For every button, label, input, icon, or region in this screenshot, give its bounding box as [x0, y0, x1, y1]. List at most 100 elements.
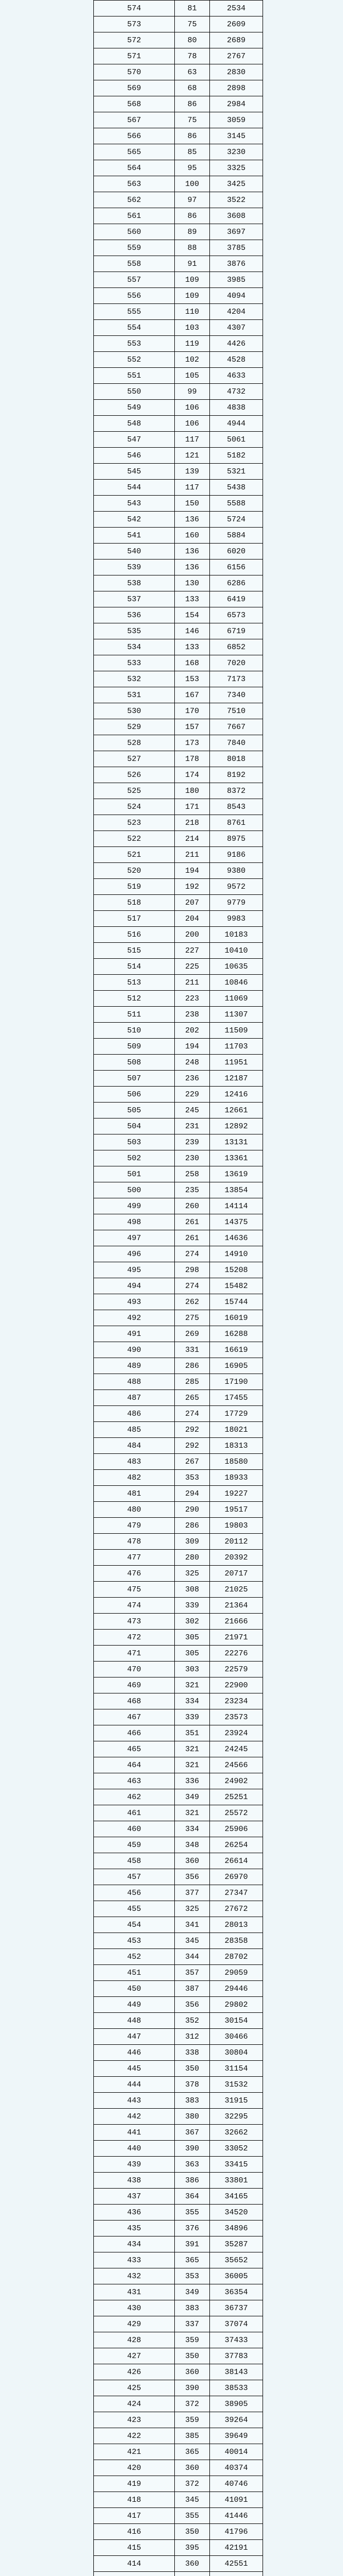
score-cell: 466 [93, 1725, 175, 1741]
score-cell: 514 [93, 958, 175, 975]
table-row: 414 360 42551 [93, 2555, 263, 2572]
table-row: 537 133 6419 [93, 591, 263, 607]
count-cell: 290 [174, 1501, 210, 1518]
score-cell: 550 [93, 383, 175, 400]
score-cell: 500 [93, 1182, 175, 1198]
cumulative-cell: 14636 [209, 1230, 263, 1246]
count-cell: 274 [174, 1278, 210, 1294]
table-row: 548 106 4944 [93, 415, 263, 432]
score-cell: 556 [93, 287, 175, 304]
score-cell: 469 [93, 1677, 175, 1693]
cumulative-cell: 33801 [209, 2172, 263, 2189]
cumulative-cell: 8761 [209, 815, 263, 831]
table-row: 463 336 24902 [93, 1773, 263, 1789]
cumulative-cell: 27672 [209, 1901, 263, 1917]
cumulative-cell: 3608 [209, 208, 263, 224]
count-cell: 302 [174, 1613, 210, 1630]
table-row: 478 309 20112 [93, 1533, 263, 1550]
score-cell: 449 [93, 1996, 175, 2013]
cumulative-cell: 18021 [209, 1421, 263, 1438]
score-cell: 540 [93, 543, 175, 560]
cumulative-cell: 23924 [209, 1725, 263, 1741]
score-cell: 433 [93, 2252, 175, 2268]
cumulative-cell: 16019 [209, 1310, 263, 1326]
score-cell: 414 [93, 2555, 175, 2572]
count-cell: 390 [174, 2380, 210, 2396]
cumulative-cell: 6419 [209, 591, 263, 607]
table-row: 431 349 36354 [93, 2284, 263, 2300]
score-cell: 543 [93, 495, 175, 512]
count-cell: 235 [174, 1182, 210, 1198]
score-cell: 443 [93, 2092, 175, 2109]
cumulative-cell: 34520 [209, 2204, 263, 2221]
table-row: 454 341 28013 [93, 1917, 263, 1933]
count-cell: 146 [174, 623, 210, 639]
score-cell: 571 [93, 48, 175, 64]
score-cell: 474 [93, 1597, 175, 1614]
score-cell: 483 [93, 1453, 175, 1470]
score-cell: 507 [93, 1070, 175, 1087]
cumulative-cell: 7173 [209, 671, 263, 687]
cumulative-cell: 4838 [209, 399, 263, 416]
cumulative-cell: 10846 [209, 974, 263, 991]
score-cell: 513 [93, 974, 175, 991]
count-cell: 109 [174, 287, 210, 304]
cumulative-cell: 14910 [209, 1246, 263, 1262]
cumulative-cell: 37074 [209, 2316, 263, 2332]
cumulative-cell: 11509 [209, 1022, 263, 1039]
cumulative-cell: 14114 [209, 1198, 263, 1214]
table-row: 566 86 3145 [93, 128, 263, 144]
score-cell: 574 [93, 0, 175, 16]
table-row: 464 321 24566 [93, 1757, 263, 1773]
table-row: 457 356 26970 [93, 1869, 263, 1885]
cumulative-cell: 4307 [209, 319, 263, 336]
count-cell: 334 [174, 1693, 210, 1709]
table-row: 440 390 33052 [93, 2140, 263, 2157]
score-cell: 544 [93, 479, 175, 496]
count-cell: 305 [174, 1629, 210, 1646]
table-row: 474 339 21364 [93, 1597, 263, 1614]
score-cell: 520 [93, 862, 175, 879]
count-cell: 372 [174, 2396, 210, 2412]
table-row: 485 292 18021 [93, 1421, 263, 1438]
count-cell: 238 [174, 1006, 210, 1023]
table-row: 441 367 32662 [93, 2124, 263, 2141]
count-cell: 99 [174, 383, 210, 400]
cumulative-cell: 7020 [209, 655, 263, 671]
count-cell: 168 [174, 655, 210, 671]
score-cell: 495 [93, 1262, 175, 1278]
count-cell: 308 [174, 1581, 210, 1598]
count-cell: 269 [174, 1326, 210, 1342]
table-row: 511 238 11307 [93, 1006, 263, 1023]
score-cell: 536 [93, 607, 175, 623]
score-cell: 456 [93, 1885, 175, 1901]
cumulative-cell: 30154 [209, 2012, 263, 2029]
cumulative-cell: 20392 [209, 1549, 263, 1566]
table-row: 530 170 7510 [93, 703, 263, 719]
table-row: 529 157 7667 [93, 719, 263, 735]
table-row: 433 365 35652 [93, 2252, 263, 2268]
table-row: 462 349 25251 [93, 1789, 263, 1805]
cumulative-cell: 40374 [209, 2460, 263, 2476]
cumulative-cell: 42551 [209, 2555, 263, 2572]
table-row: 486 274 17729 [93, 1405, 263, 1422]
cumulative-cell: 18933 [209, 1469, 263, 1486]
cumulative-cell: 11951 [209, 1054, 263, 1071]
cumulative-cell: 3785 [209, 240, 263, 256]
cumulative-cell: 5884 [209, 527, 263, 544]
table-row: 419 372 40746 [93, 2476, 263, 2492]
table-row: 531 167 7340 [93, 687, 263, 703]
table-row: 461 321 25572 [93, 1805, 263, 1821]
score-cell: 428 [93, 2332, 175, 2348]
cumulative-cell: 5061 [209, 431, 263, 448]
count-cell: 360 [174, 2460, 210, 2476]
count-cell: 292 [174, 1437, 210, 1454]
table-row: 489 286 16905 [93, 1358, 263, 1374]
table-row: 554 103 4307 [93, 319, 263, 336]
table-row: 546 121 5182 [93, 447, 263, 464]
table-row: 518 207 9779 [93, 894, 263, 911]
table-row: 570 63 2830 [93, 64, 263, 80]
count-cell: 133 [174, 639, 210, 655]
cumulative-cell: 24566 [209, 1757, 263, 1773]
table-row: 544 117 5438 [93, 479, 263, 496]
